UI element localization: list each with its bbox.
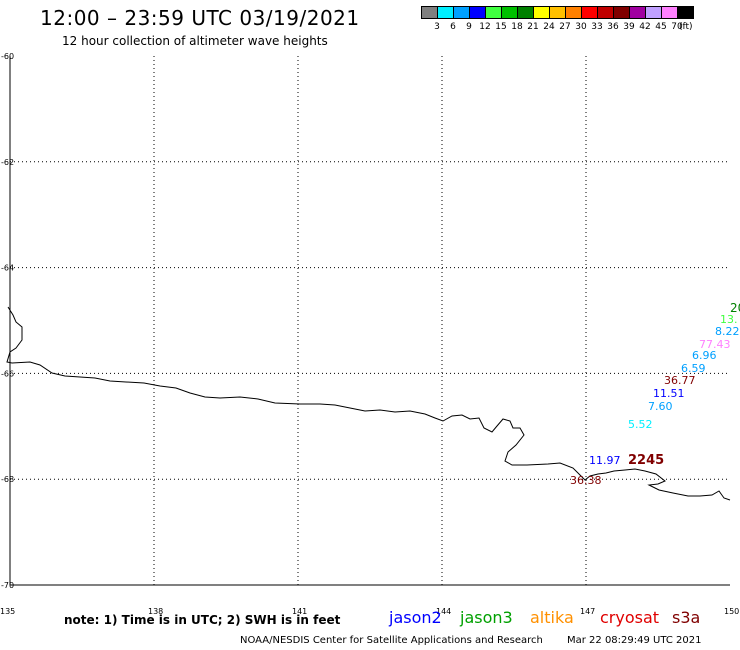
colorbar-label: 39 xyxy=(623,22,635,32)
lat-label: -60 xyxy=(1,52,14,61)
lat-label: -66 xyxy=(1,369,14,378)
colorbar-label: 45 xyxy=(655,22,667,32)
colorbar-label: 18 xyxy=(511,22,523,32)
colorbar-label: 24 xyxy=(543,22,555,32)
map-subtitle: 12 hour collection of altimeter wave hei… xyxy=(62,34,328,48)
wave-height-label: 13. xyxy=(720,313,738,326)
wave-height-colorbar xyxy=(421,6,694,19)
wave-height-label: 6.96 xyxy=(692,349,717,362)
wave-height-label: 5.52 xyxy=(628,418,653,431)
legend-jason3: jason3 xyxy=(460,608,513,627)
wave-height-label: 11.97 xyxy=(589,454,621,467)
colorbar-labels: 3 6 9 12 15 18 21 24 27 30 33 36 39 42 45 70 (ft) xyxy=(421,22,740,34)
generation-timestamp: Mar 22 08:29:49 UTC 2021 xyxy=(567,635,702,646)
colorbar-label: 36 xyxy=(607,22,619,32)
colorbar-label: 33 xyxy=(591,22,603,32)
lat-label: -70 xyxy=(1,581,14,590)
colorbar-label: 42 xyxy=(639,22,651,32)
wave-height-label: 11.51 xyxy=(653,387,685,400)
colorbar-label: 6 xyxy=(450,22,456,32)
legend-jason2: jason2 xyxy=(389,608,442,627)
colorbar-swatch xyxy=(677,6,694,19)
map-title: 12:00 – 23:59 UTC 03/19/2021 xyxy=(40,6,360,30)
lon-label: 144 xyxy=(436,607,451,616)
lon-label: 138 xyxy=(148,607,163,616)
colorbar-label: 12 xyxy=(479,22,491,32)
wave-height-label: 2245 xyxy=(628,453,664,468)
wave-height-label: 77.43 xyxy=(699,338,731,351)
wave-height-label: 8.22 xyxy=(715,325,740,338)
colorbar-label: 70 xyxy=(671,22,683,32)
lon-label: 147 xyxy=(580,607,595,616)
colorbar-label: 30 xyxy=(575,22,587,32)
lat-label: -68 xyxy=(1,475,14,484)
legend-cryosat: cryosat xyxy=(600,608,660,627)
lat-label: -62 xyxy=(1,158,14,167)
lat-label: -64 xyxy=(1,264,14,273)
lon-label: 150 xyxy=(724,607,739,616)
wave-height-label: 36.77 xyxy=(664,374,696,387)
colorbar-label: 27 xyxy=(559,22,571,32)
lon-label: 135 xyxy=(0,607,15,616)
legend-altika: altika xyxy=(530,608,574,627)
coastline xyxy=(6,306,731,501)
wave-height-label: 6.59 xyxy=(681,362,706,375)
credit-line: NOAA/NESDIS Center for Satellite Applica… xyxy=(240,635,543,646)
footer-note: note: 1) Time is in UTC; 2) SWH is in fe… xyxy=(64,613,341,627)
colorbar-label: 3 xyxy=(434,22,440,32)
colorbar-label: 21 xyxy=(527,22,539,32)
wave-height-label: 20 xyxy=(730,301,740,315)
legend-s3a: s3a xyxy=(672,608,701,627)
colorbar-label: 15 xyxy=(495,22,507,32)
lon-label: 141 xyxy=(292,607,307,616)
wave-height-label: 7.60 xyxy=(648,400,673,413)
colorbar-unit: (ft) xyxy=(679,22,693,32)
wave-height-label: 36.38 xyxy=(570,474,602,487)
colorbar-label: 9 xyxy=(466,22,472,32)
